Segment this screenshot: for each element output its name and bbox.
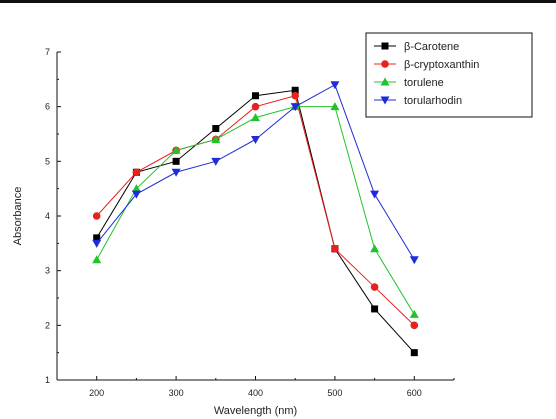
series-line: [96, 95, 415, 326]
data-point: [330, 81, 340, 90]
data-point: [211, 134, 221, 143]
data-point: [291, 91, 300, 100]
legend-entry: torulene: [374, 77, 444, 89]
data-point: [370, 190, 380, 199]
data-point: [290, 103, 300, 112]
x-axis-title: Wavelength (nm): [214, 405, 297, 417]
data-point: [252, 92, 259, 100]
x-tick-label: 400: [248, 388, 263, 398]
legend-label: torularhodin: [404, 95, 462, 107]
data-point: [172, 157, 180, 165]
data-point: [131, 184, 141, 193]
data-point: [171, 168, 181, 177]
y-tick-label: 6: [45, 102, 50, 112]
data-point: [92, 212, 101, 220]
data-point: [330, 102, 340, 111]
data-point: [409, 309, 419, 318]
x-tick-label: 500: [327, 388, 342, 398]
legend-label: β-Carotene: [404, 41, 459, 53]
data-point: [410, 321, 419, 330]
series-lines: [92, 81, 419, 357]
data-point: [371, 305, 379, 313]
y-tick-label: 4: [45, 211, 50, 221]
data-point: [370, 283, 379, 291]
data-point: [211, 157, 221, 166]
data-point: [409, 256, 419, 265]
top-border: [0, 0, 556, 3]
y-tick-label: 2: [45, 320, 50, 330]
y-tick-label: 1: [45, 375, 50, 385]
legend-box: [365, 32, 533, 118]
legend-marker: [381, 60, 389, 68]
data-point: [212, 125, 220, 133]
data-point: [291, 86, 299, 94]
data-point: [92, 239, 102, 248]
series-2: [92, 91, 419, 330]
x-tick-label: 600: [407, 388, 422, 398]
y-tick-label: 5: [45, 156, 50, 166]
axes: 1 2 3 4 5 6 7 200 300 400 500 600 Absorbance Waveleng…: [12, 47, 455, 417]
legend: β-Carotene β-cryptoxanthin torulene torular…: [365, 32, 533, 118]
data-point: [92, 255, 102, 264]
x-tick-label: 200: [89, 388, 104, 398]
legend-entry: β-cryptoxanthin: [374, 59, 479, 71]
y-axis-title: Absorbance: [12, 187, 24, 246]
legend-marker: [380, 96, 390, 105]
data-point: [132, 168, 141, 177]
x-tick-label: 300: [169, 388, 184, 398]
data-point: [410, 349, 418, 357]
legend-entry: β-Carotene: [374, 41, 459, 53]
data-point: [331, 245, 339, 253]
y-tick-label: 3: [45, 266, 50, 276]
data-point: [171, 145, 181, 154]
legend-entry: torularhodin: [374, 95, 462, 107]
data-point: [251, 102, 260, 111]
legend-label: β-cryptoxanthin: [404, 59, 479, 71]
data-point: [251, 113, 260, 122]
legend-marker: [380, 77, 390, 86]
data-point: [370, 244, 380, 253]
legend-label: torulene: [404, 77, 444, 89]
data-point: [251, 135, 260, 144]
y-tick-label: 7: [45, 47, 50, 57]
data-point: [93, 234, 101, 242]
data-point: [131, 190, 141, 199]
series-4: [92, 81, 419, 265]
legend-marker: [381, 42, 389, 50]
series-3: [92, 102, 419, 318]
series-1: [93, 86, 418, 357]
